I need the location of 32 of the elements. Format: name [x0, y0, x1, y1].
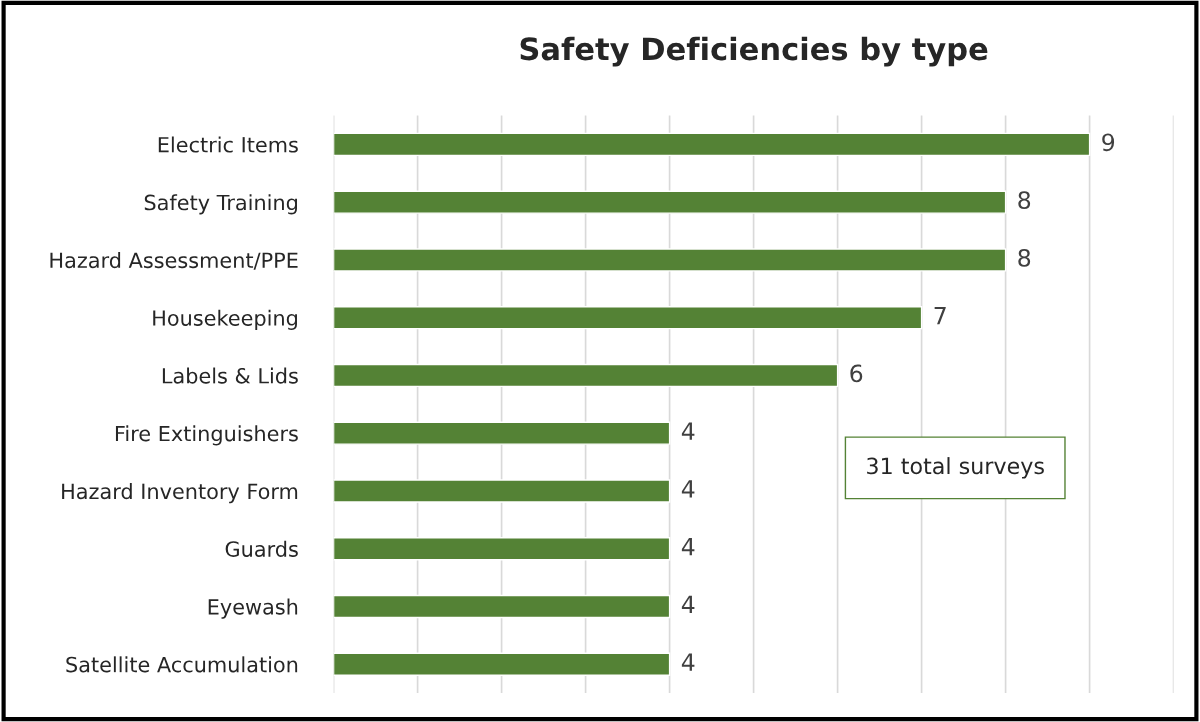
bar [333, 652, 671, 676]
y-tick-label: Labels & Lids [162, 367, 298, 384]
chart-title: Safety Deficiencies by type [520, 36, 988, 67]
bar [333, 363, 839, 388]
data-label: 8 [1018, 191, 1031, 210]
data-label: 4 [681, 653, 695, 671]
y-tick-label: Eyewash [208, 598, 298, 619]
y-tick-label: Safety Training [144, 194, 297, 215]
y-tick-label: Electric Items [158, 136, 298, 153]
y-tick-label: Hazard Inventory Form [62, 483, 298, 504]
y-tick-label: Fire Extinguishers [115, 425, 298, 446]
annotation: 31 total surveys [867, 457, 1044, 479]
data-label: 4 [681, 480, 695, 498]
bar [333, 537, 671, 561]
data-label: 9 [1102, 133, 1115, 152]
data-label: 4 [681, 595, 695, 613]
bar [333, 132, 1091, 157]
data-label: 4 [681, 422, 695, 440]
bar [333, 306, 923, 330]
bar [333, 190, 1007, 214]
y-tick-label: Housekeeping [153, 309, 297, 330]
data-label: 4 [681, 538, 695, 556]
data-label: 7 [934, 306, 946, 325]
data-label: 8 [1018, 248, 1031, 267]
bar [333, 421, 671, 445]
data-label: 6 [850, 364, 863, 383]
y-tick-label: Guards [225, 540, 298, 557]
y-tick-label: Hazard Assessment/PPE [50, 252, 298, 270]
bar [333, 248, 1007, 272]
bar [333, 479, 671, 503]
y-tick-label: Satellite Accumulation [66, 656, 298, 673]
bar [333, 594, 671, 619]
